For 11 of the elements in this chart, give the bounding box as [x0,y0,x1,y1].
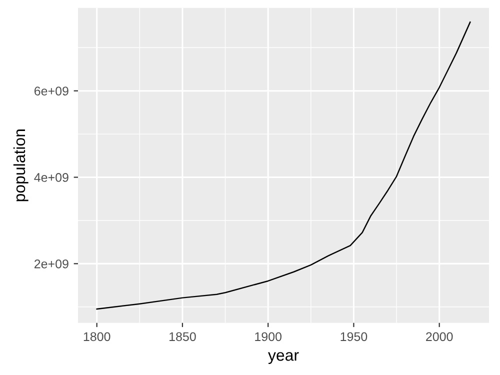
x-tick-label: 1900 [255,332,282,342]
x-tick-label: 1950 [340,332,368,342]
y-tick-label: 4e+09 [34,173,68,182]
x-tick-label: 1800 [84,332,110,342]
y-axis-title: population [13,130,28,202]
y-tick-label: 2e+09 [34,259,68,268]
x-tick-label: 1850 [170,332,196,342]
y-tick-label: 6e+09 [34,86,68,96]
x-axis-title: year [268,352,299,364]
line-series [96,22,471,310]
x-tick-label: 2000 [426,332,453,342]
